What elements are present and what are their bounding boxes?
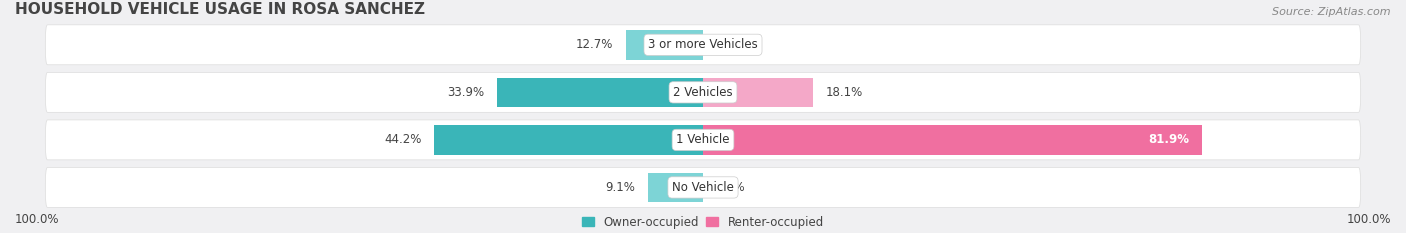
FancyBboxPatch shape [45, 72, 1361, 112]
Text: 18.1%: 18.1% [825, 86, 863, 99]
Text: No Vehicle: No Vehicle [672, 181, 734, 194]
FancyBboxPatch shape [45, 120, 1361, 160]
Text: 0.0%: 0.0% [716, 38, 745, 51]
Text: 100.0%: 100.0% [1347, 213, 1391, 226]
Legend: Owner-occupied, Renter-occupied: Owner-occupied, Renter-occupied [582, 216, 824, 229]
Text: 9.1%: 9.1% [606, 181, 636, 194]
Text: 1 Vehicle: 1 Vehicle [676, 134, 730, 146]
Text: HOUSEHOLD VEHICLE USAGE IN ROSA SANCHEZ: HOUSEHOLD VEHICLE USAGE IN ROSA SANCHEZ [15, 2, 425, 17]
Text: 2 Vehicles: 2 Vehicles [673, 86, 733, 99]
Text: 81.9%: 81.9% [1149, 134, 1189, 146]
FancyBboxPatch shape [45, 168, 1361, 207]
Text: 33.9%: 33.9% [447, 86, 485, 99]
Bar [703, 78, 813, 107]
Text: 0.0%: 0.0% [716, 181, 745, 194]
Text: 3 or more Vehicles: 3 or more Vehicles [648, 38, 758, 51]
Bar [434, 125, 703, 155]
Text: Source: ZipAtlas.com: Source: ZipAtlas.com [1272, 7, 1391, 17]
Text: 12.7%: 12.7% [576, 38, 613, 51]
FancyBboxPatch shape [45, 25, 1361, 65]
Bar [703, 125, 1202, 155]
Text: 100.0%: 100.0% [15, 213, 59, 226]
Bar [648, 173, 703, 202]
Bar [496, 78, 703, 107]
Text: 44.2%: 44.2% [384, 134, 422, 146]
Bar [626, 30, 703, 60]
